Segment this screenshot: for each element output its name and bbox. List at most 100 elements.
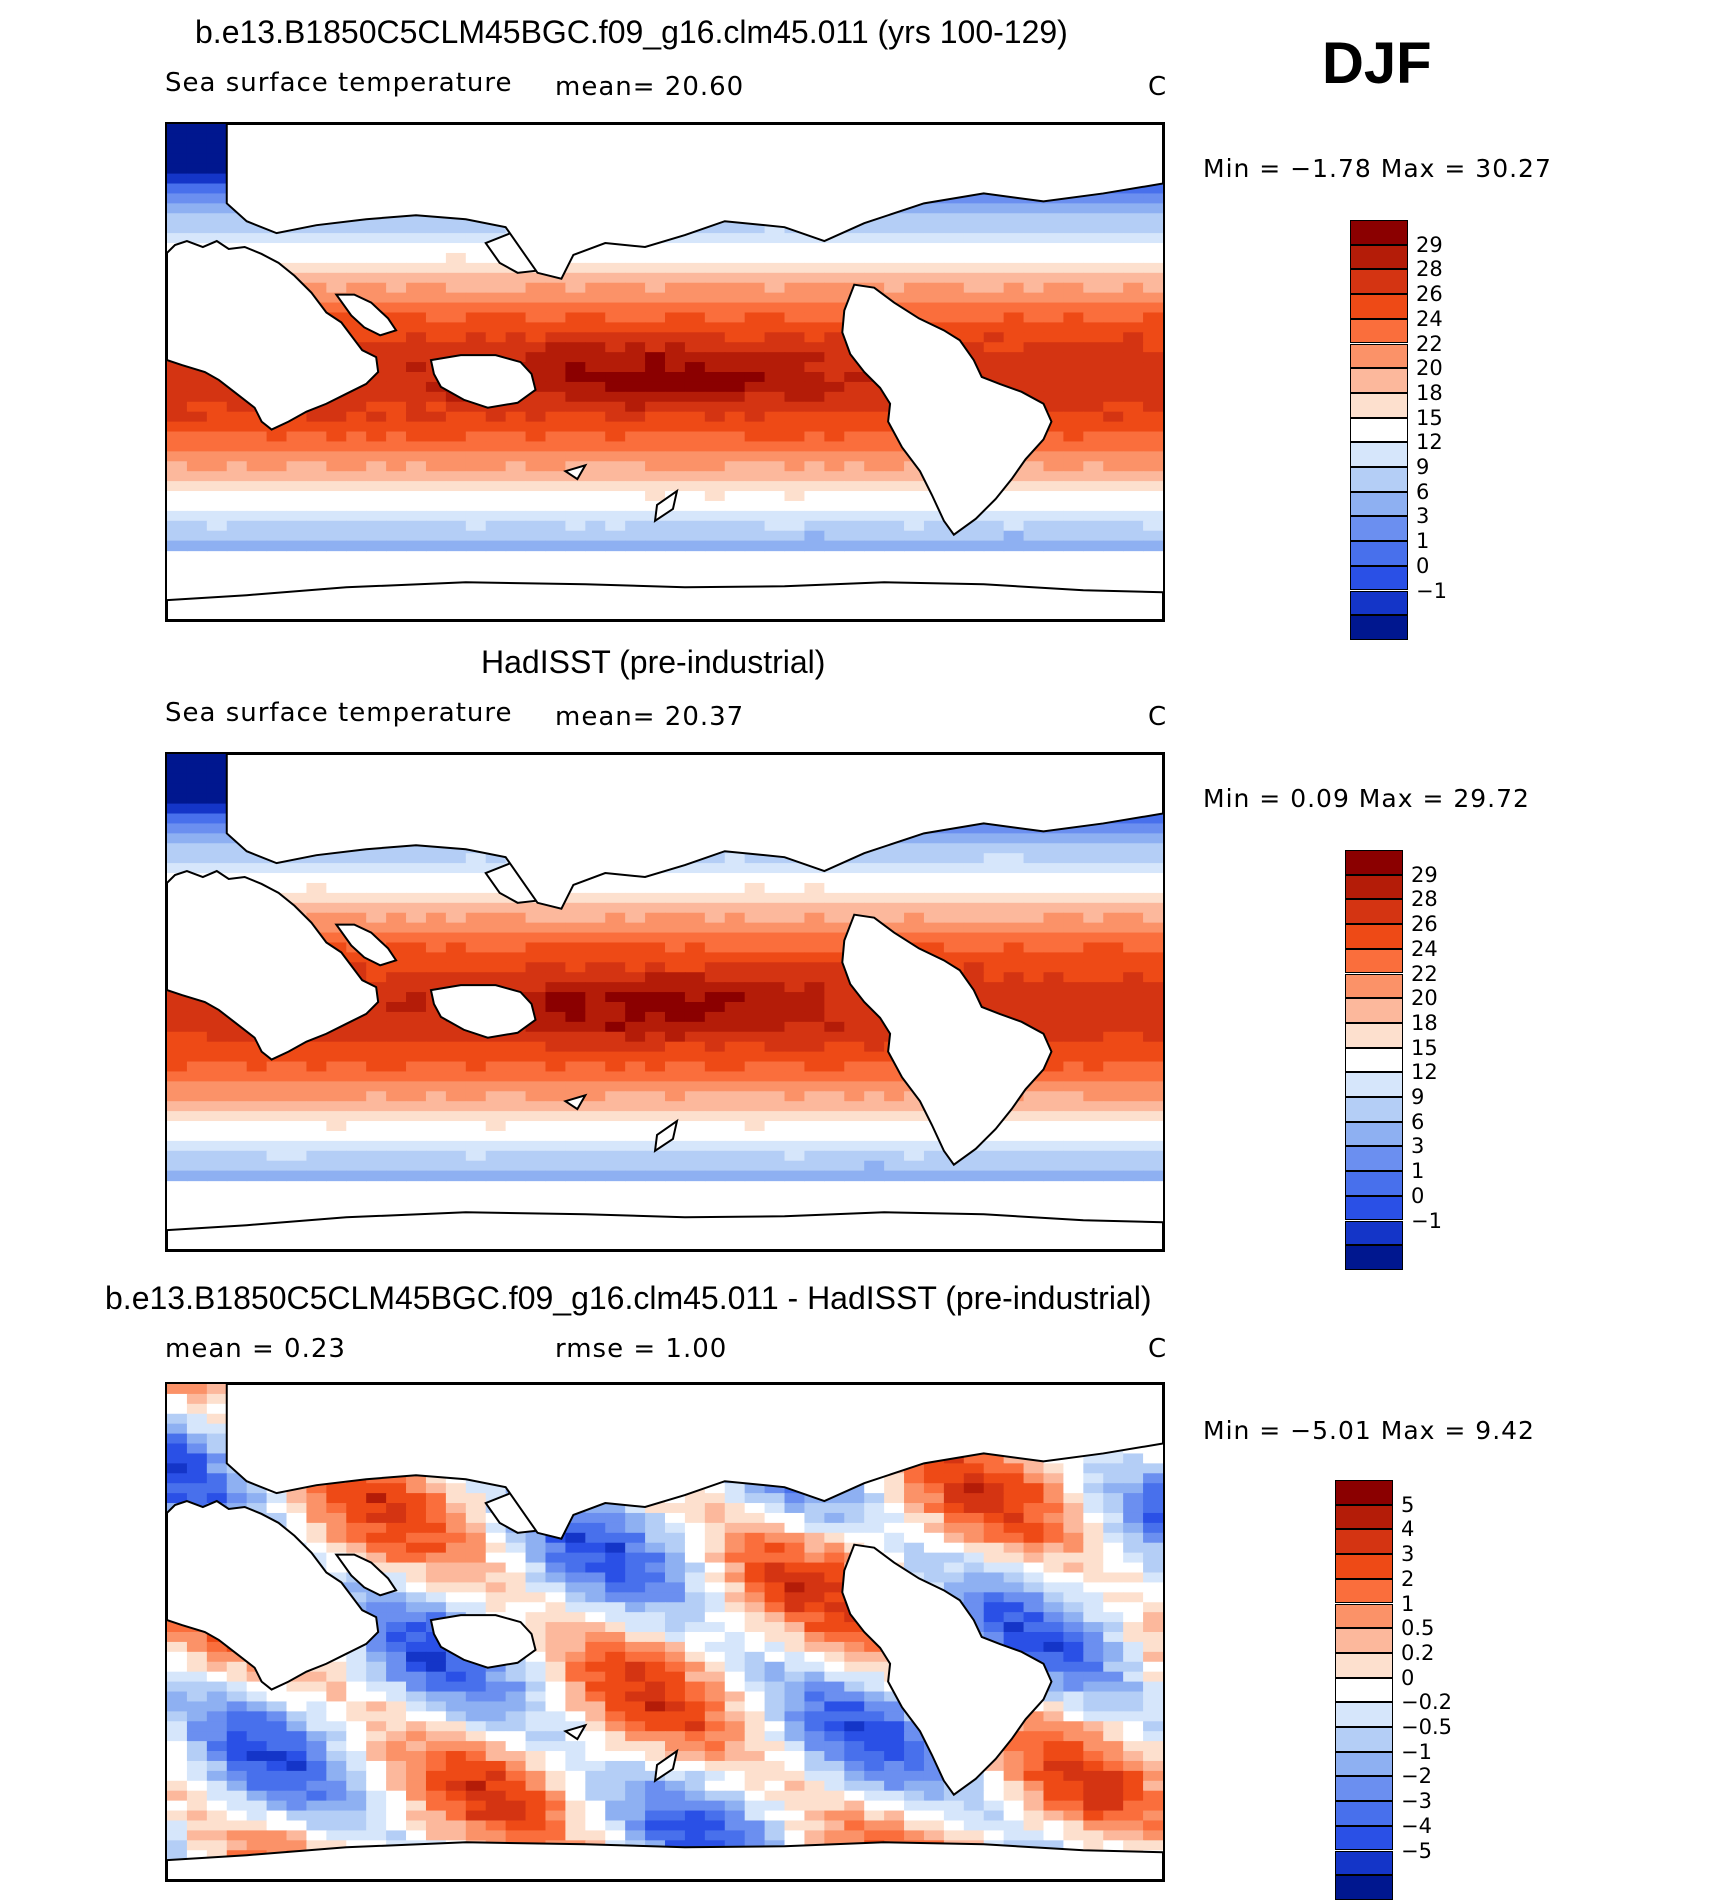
colorbar-label: 18 [1416,380,1443,405]
continent-outlines [167,754,1163,1250]
panel-2-title: HadISST (pre-industrial) [481,644,826,680]
colorbar-box [1345,1146,1403,1172]
colorbar-box [1345,899,1403,925]
colorbar-label: 3 [1416,504,1430,529]
colorbar-box [1345,1121,1403,1147]
colorbar-box [1335,1578,1393,1604]
colorbar-label: 24 [1416,306,1443,331]
colorbar-label: 26 [1416,282,1443,307]
colorbar-label: 2 [1401,1566,1415,1591]
colorbar-label: 1 [1411,1159,1425,1184]
colorbar-label: 15 [1416,405,1443,430]
colorbar-box [1335,1850,1393,1876]
colorbar-label: 0 [1401,1665,1415,1690]
colorbar-label: 20 [1411,986,1438,1011]
colorbar-box [1345,1245,1403,1270]
colorbar-label: 4 [1401,1517,1415,1542]
panel-2-mean: mean= 20.37 [555,702,745,732]
colorbar-box [1335,1825,1393,1851]
continent-outlines [167,124,1163,620]
colorbar-label: 0 [1416,553,1430,578]
colorbar-label: 24 [1411,936,1438,961]
colorbar-box [1345,874,1403,900]
colorbar-label: 28 [1411,887,1438,912]
colorbar-label: 15 [1411,1035,1438,1060]
colorbar-box [1350,244,1408,270]
colorbar-label: 28 [1416,257,1443,282]
colorbar-box [1350,516,1408,542]
colorbar-box [1345,850,1403,875]
colorbar-label: −1 [1416,578,1447,603]
colorbar-label: 20 [1416,356,1443,381]
colorbar-label: 6 [1411,1109,1425,1134]
colorbar-label: 0.2 [1401,1640,1435,1665]
colorbar-label: 18 [1411,1010,1438,1035]
colorbar-label: −4 [1401,1813,1432,1838]
colorbar-label: 22 [1411,961,1438,986]
panel-1-map [165,122,1165,622]
panel-1-mean: mean= 20.60 [555,72,745,102]
panel-3-mean: mean = 0.23 [165,1334,346,1364]
colorbar-box [1335,1801,1393,1826]
colorbar-label: 0 [1411,1183,1425,1208]
panel-3-unit: C [1148,1334,1168,1364]
colorbar-box [1345,973,1403,999]
colorbar-box [1345,924,1403,949]
colorbar-box [1350,615,1408,640]
panel-3-minmax: Min = −5.01 Max = 9.42 [1203,1416,1535,1445]
colorbar-box [1345,1022,1403,1048]
colorbar-box [1350,368,1408,393]
colorbar-box [1350,417,1408,443]
colorbar-label: 3 [1401,1542,1415,1567]
panel-2-variable-label: Sea surface temperature [165,698,513,728]
season-label: DJF [1322,31,1432,96]
colorbar-label: −3 [1401,1789,1432,1814]
colorbar-label: 6 [1416,479,1430,504]
colorbar-box [1345,1072,1403,1097]
colorbar-box [1350,541,1408,566]
colorbar-label: 3 [1411,1134,1425,1159]
colorbar-label: −2 [1401,1764,1432,1789]
colorbar-label: −0.2 [1401,1690,1452,1715]
colorbar-box [1335,1677,1393,1703]
colorbar-label: −1 [1401,1739,1432,1764]
colorbar-label: 5 [1401,1492,1415,1517]
colorbar-box [1335,1751,1393,1777]
colorbar-box [1335,1727,1393,1752]
colorbar-box [1335,1628,1393,1653]
panel-2-map [165,752,1165,1252]
colorbar-label: 29 [1411,862,1438,887]
colorbar-box [1350,318,1408,344]
colorbar-box [1350,565,1408,591]
colorbar-box [1335,1776,1393,1802]
colorbar-label: 22 [1416,331,1443,356]
colorbar-box [1350,392,1408,418]
panel-3-map [165,1382,1165,1882]
colorbar-box [1350,269,1408,295]
colorbar-box [1345,1047,1403,1073]
colorbar-box [1350,220,1408,245]
colorbar-box [1345,1171,1403,1196]
colorbar-label: −5 [1401,1838,1432,1863]
colorbar-box [1335,1875,1393,1900]
colorbar-box [1335,1480,1393,1505]
panel-1-colorbar: 29 28 26 24 22 20 18 15 12 9 6 3 1 0 −1 [1350,220,1447,640]
panel-1-title: b.e13.B1850C5CLM45BGC.f09_g16.clm45.011 … [195,14,1068,50]
colorbar-label: 0.5 [1401,1616,1435,1641]
panel-2-minmax: Min = 0.09 Max = 29.72 [1203,784,1530,813]
panel-3-rmse: rmse = 1.00 [555,1334,728,1364]
colorbar-box [1345,948,1403,974]
colorbar-box [1350,491,1408,517]
panel-3-title: b.e13.B1850C5CLM45BGC.f09_g16.clm45.011 … [105,1280,1152,1316]
colorbar-box [1345,1195,1403,1221]
colorbar-box [1350,467,1408,492]
colorbar-box [1350,442,1408,467]
colorbar-box [1350,343,1408,369]
colorbar-box [1350,590,1408,616]
colorbar-box [1345,1097,1403,1122]
colorbar-label: 9 [1411,1085,1425,1109]
colorbar-box [1335,1504,1393,1530]
colorbar-label: 29 [1416,232,1443,257]
colorbar-box [1345,1220,1403,1246]
colorbar-box [1335,1554,1393,1579]
